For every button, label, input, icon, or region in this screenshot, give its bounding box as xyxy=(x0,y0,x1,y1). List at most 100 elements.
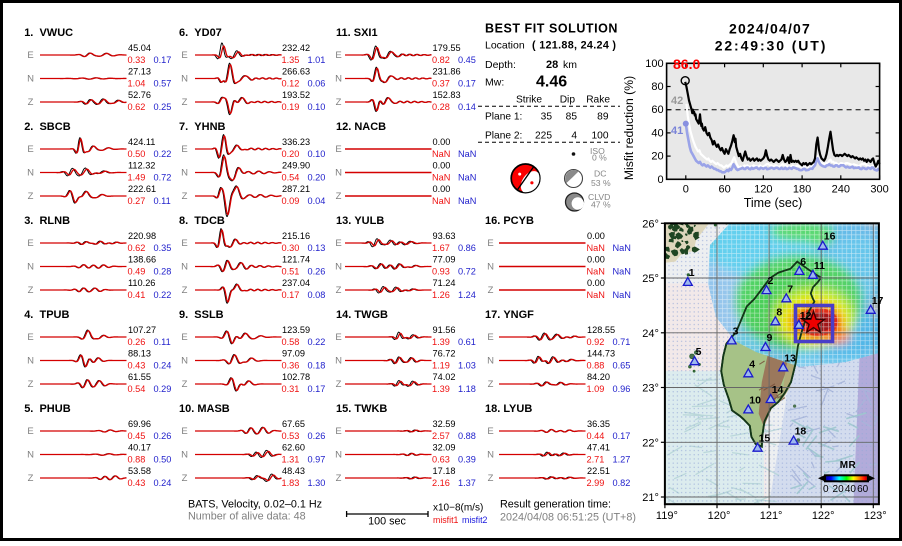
svg-text:52.76: 52.76 xyxy=(128,90,151,100)
svg-text:120: 120 xyxy=(754,183,772,195)
svg-text:0.10: 0.10 xyxy=(308,102,326,112)
svg-text:NaN: NaN xyxy=(587,243,605,253)
svg-text:E: E xyxy=(487,238,493,249)
svg-text:Number of alive data: 48: Number of alive data: 48 xyxy=(188,511,306,523)
svg-text:0.09: 0.09 xyxy=(282,196,300,206)
svg-text:E: E xyxy=(487,426,493,437)
svg-text:84.20: 84.20 xyxy=(587,372,610,382)
svg-text:40: 40 xyxy=(845,484,857,495)
svg-text:0.92: 0.92 xyxy=(587,337,605,347)
svg-text:15. TWKB: 15. TWKB xyxy=(336,403,387,415)
svg-text:8. TDCB: 8. TDCB xyxy=(179,215,225,227)
svg-text:1.27: 1.27 xyxy=(613,454,631,464)
svg-text:( 121.88, 24.24 ): ( 121.88, 24.24 ) xyxy=(532,39,616,51)
svg-text:0.49: 0.49 xyxy=(128,266,146,276)
svg-text:0.41: 0.41 xyxy=(128,290,146,300)
svg-text:100 sec: 100 sec xyxy=(368,516,406,528)
svg-text:NaN: NaN xyxy=(432,172,450,182)
svg-text:74.02: 74.02 xyxy=(433,372,456,382)
svg-text:47 %: 47 % xyxy=(591,200,611,210)
svg-text:20: 20 xyxy=(833,484,845,495)
svg-text:misfit1: misfit1 xyxy=(433,515,459,525)
svg-text:193.52: 193.52 xyxy=(282,90,310,100)
svg-text:0.00: 0.00 xyxy=(587,231,605,241)
svg-text:424.11: 424.11 xyxy=(128,137,155,147)
svg-text:E: E xyxy=(27,50,33,61)
svg-text:N: N xyxy=(27,450,34,461)
svg-text:0.88: 0.88 xyxy=(128,454,146,464)
svg-text:NaN: NaN xyxy=(587,266,605,276)
svg-text:3. RLNB: 3. RLNB xyxy=(24,215,70,227)
svg-text:0: 0 xyxy=(657,174,663,186)
svg-text:80: 80 xyxy=(651,81,663,93)
svg-text:E: E xyxy=(335,426,341,437)
svg-text:0.31: 0.31 xyxy=(282,384,300,394)
svg-text:12. NACB: 12. NACB xyxy=(336,121,386,133)
svg-text:0.26: 0.26 xyxy=(308,266,326,276)
svg-text:2: 2 xyxy=(768,275,774,287)
svg-text:Result generation time:: Result generation time: xyxy=(500,499,611,511)
svg-text:17: 17 xyxy=(872,295,884,307)
svg-text:9. SSLB: 9. SSLB xyxy=(179,309,224,321)
svg-text:36.35: 36.35 xyxy=(587,419,610,429)
svg-text:11: 11 xyxy=(814,260,825,272)
svg-text:N: N xyxy=(27,74,34,85)
svg-text:300: 300 xyxy=(870,183,888,195)
svg-text:121.74: 121.74 xyxy=(282,255,310,265)
svg-text:N: N xyxy=(335,74,342,85)
svg-text:0.96: 0.96 xyxy=(613,384,631,394)
svg-text:5: 5 xyxy=(696,346,702,358)
svg-text:NaN: NaN xyxy=(458,172,476,182)
svg-text:E: E xyxy=(181,50,187,61)
svg-text:85: 85 xyxy=(566,112,578,123)
svg-text:Z: Z xyxy=(28,285,34,296)
svg-text:N: N xyxy=(27,356,34,367)
svg-text:1.31: 1.31 xyxy=(282,454,300,464)
svg-text:0.93: 0.93 xyxy=(432,266,450,276)
svg-text:0.86: 0.86 xyxy=(458,243,476,253)
svg-text:32.59: 32.59 xyxy=(433,419,456,429)
svg-text:0.62: 0.62 xyxy=(128,243,146,253)
svg-text:14: 14 xyxy=(772,384,784,396)
svg-text:E: E xyxy=(181,238,187,249)
svg-text:1.35: 1.35 xyxy=(282,55,300,65)
svg-text:E: E xyxy=(181,426,187,437)
svg-text:NaN: NaN xyxy=(458,196,476,206)
svg-text:0.28: 0.28 xyxy=(154,266,172,276)
svg-text:249.90: 249.90 xyxy=(282,161,310,171)
svg-text:0.27: 0.27 xyxy=(128,196,146,206)
svg-text:0.97: 0.97 xyxy=(308,454,326,464)
svg-text:N: N xyxy=(181,356,188,367)
svg-text:0.17: 0.17 xyxy=(282,290,300,300)
svg-text:89: 89 xyxy=(597,112,609,123)
svg-text:0.51: 0.51 xyxy=(282,266,300,276)
svg-text:0.63: 0.63 xyxy=(432,454,450,464)
svg-text:2024/04/07: 2024/04/07 xyxy=(729,21,811,37)
svg-text:35: 35 xyxy=(541,112,553,123)
svg-text:0.72: 0.72 xyxy=(154,172,172,182)
svg-text:0.19: 0.19 xyxy=(282,102,300,112)
svg-text:Strike: Strike xyxy=(516,95,542,106)
svg-text:122°: 122° xyxy=(812,510,835,522)
svg-text:144.73: 144.73 xyxy=(587,349,615,359)
svg-text:5. PHUB: 5. PHUB xyxy=(24,403,71,415)
svg-text:N: N xyxy=(335,356,342,367)
svg-text:0.72: 0.72 xyxy=(458,266,476,276)
svg-text:0.17: 0.17 xyxy=(613,431,631,441)
svg-text:1.03: 1.03 xyxy=(458,360,476,370)
svg-text:62.60: 62.60 xyxy=(282,443,305,453)
svg-text:BATS, Velocity, 0.02–0.1 Hz: BATS, Velocity, 0.02–0.1 Hz xyxy=(188,499,322,511)
svg-text:0: 0 xyxy=(683,183,689,195)
svg-text:Plane 1:: Plane 1: xyxy=(485,112,522,123)
svg-text:10: 10 xyxy=(749,394,761,406)
svg-text:Z: Z xyxy=(488,379,494,390)
svg-text:1: 1 xyxy=(689,267,695,279)
svg-text:11. SXI1: 11. SXI1 xyxy=(336,27,378,39)
svg-text:0.10: 0.10 xyxy=(308,149,326,159)
svg-text:E: E xyxy=(27,426,33,437)
svg-text:231.86: 231.86 xyxy=(433,67,461,77)
svg-text:N: N xyxy=(487,450,494,461)
svg-text:0.45: 0.45 xyxy=(458,55,476,65)
svg-text:0.17: 0.17 xyxy=(308,384,326,394)
svg-text:220.98: 220.98 xyxy=(128,231,156,241)
